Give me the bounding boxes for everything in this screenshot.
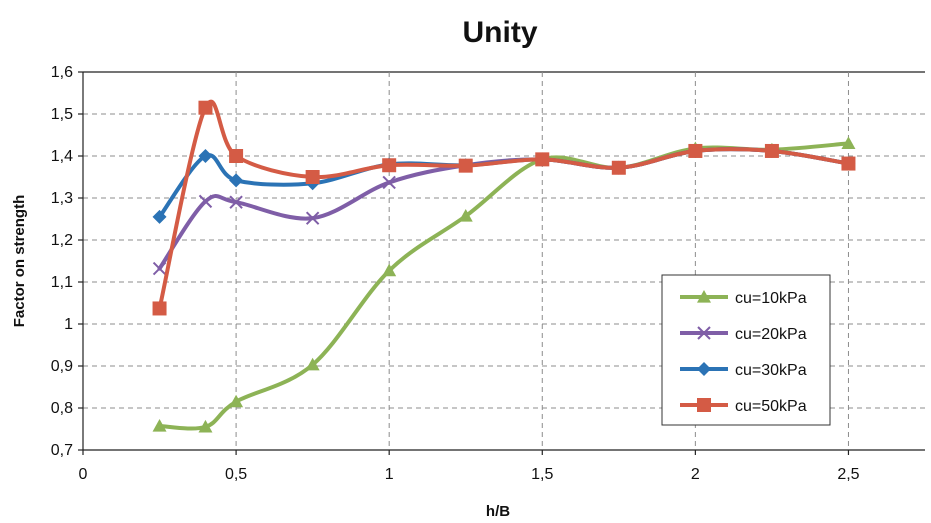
data-point [229, 149, 244, 163]
legend-marker [697, 290, 711, 303]
data-point [535, 152, 550, 167]
x-tick-label: 2,5 [837, 466, 859, 483]
x-axis-label: h/B [486, 503, 510, 520]
y-tick-label: 0,9 [51, 358, 73, 375]
data-point [152, 301, 167, 316]
tick-labels: 0,7 0,8 0,9 1 1,1 1,2 1,3 1,4 1,5 1,6 0 0,5 1 1,5 2 2,5 [51, 64, 860, 483]
data-point [229, 173, 244, 188]
legend-item: cu=20kPa [680, 326, 807, 343]
x-tick-label: 0 [79, 466, 88, 483]
y-tick-label: 1,1 [51, 274, 73, 291]
data-point [382, 175, 396, 190]
legend-marker [697, 362, 711, 376]
data-point [198, 419, 213, 433]
legend-item: cu=50kPa [680, 398, 807, 415]
axes [78, 71, 925, 455]
data-point [152, 209, 167, 224]
y-tick-label: 1,6 [51, 64, 73, 81]
data-point [382, 158, 397, 173]
legend-item: cu=30kPa [680, 362, 807, 379]
legend: cu=10kPa cu=20kPa cu=30kPa cu=50kPa [661, 274, 831, 426]
legend-label: cu=30kPa [735, 362, 807, 379]
data-point [198, 100, 213, 115]
y-tick-label: 1,3 [51, 190, 73, 207]
grid [83, 71, 925, 451]
legend-item: cu=10kPa [680, 290, 807, 307]
y-axis-label: Factor on strength [11, 195, 28, 328]
data-point [764, 143, 779, 158]
data-point [152, 419, 167, 432]
data-point [458, 209, 473, 222]
data-point [198, 194, 213, 209]
series [152, 99, 856, 433]
y-tick-label: 1,2 [51, 232, 73, 249]
data-point [305, 170, 320, 184]
y-tick-label: 1,4 [51, 148, 73, 165]
data-point [198, 149, 213, 163]
x-tick-label: 2 [691, 466, 700, 483]
x-tick-label: 1 [385, 466, 394, 483]
data-point [152, 261, 167, 276]
data-point [382, 263, 397, 277]
x-tick-label: 0,5 [225, 466, 247, 483]
data-point [841, 136, 856, 149]
y-tick-label: 0,7 [51, 442, 73, 459]
y-tick-label: 0,8 [51, 400, 73, 417]
y-tick-label: 1 [64, 316, 73, 333]
y-tick-label: 1,5 [51, 106, 73, 123]
data-point [229, 394, 244, 408]
legend-marker [697, 326, 711, 340]
legend-marker [697, 398, 711, 412]
data-point [305, 211, 320, 225]
series-4 [152, 99, 856, 316]
chart-title: Unity [463, 16, 538, 49]
data-point [229, 195, 243, 209]
legend-label: cu=20kPa [735, 326, 807, 343]
legend-label: cu=50kPa [735, 398, 807, 415]
data-point [611, 160, 626, 175]
data-point [458, 158, 473, 173]
legend-label: cu=10kPa [735, 290, 807, 307]
x-tick-label: 1,5 [531, 466, 553, 483]
data-point [688, 143, 703, 158]
data-point [841, 156, 856, 171]
data-point [305, 357, 320, 371]
legend-box [661, 274, 831, 426]
